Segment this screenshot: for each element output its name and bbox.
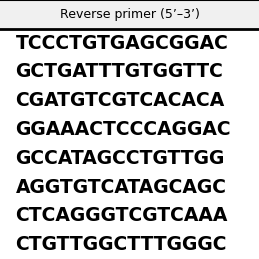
Text: Reverse primer (5’–3’): Reverse primer (5’–3’) [60,8,199,21]
Text: CTGTTGGCTTTGGGC: CTGTTGGCTTTGGGC [16,235,227,254]
Text: GCCATAGCCTGTTGG: GCCATAGCCTGTTGG [16,149,225,168]
Text: GCTGATTTGTGGTTC: GCTGATTTGTGGTTC [16,62,224,81]
Text: GGAAACTCCCAGGAC: GGAAACTCCCAGGAC [16,120,231,139]
Text: CGATGTCGTCACACA: CGATGTCGTCACACA [16,91,225,110]
Text: CTCAGGGTCGTCAAA: CTCAGGGTCGTCAAA [16,206,228,225]
Text: TCCCTGTGAGCGGAC: TCCCTGTGAGCGGAC [16,34,228,53]
Text: AGGTGTCATAGCAGC: AGGTGTCATAGCAGC [16,178,227,197]
Bar [0,0,259,29]
